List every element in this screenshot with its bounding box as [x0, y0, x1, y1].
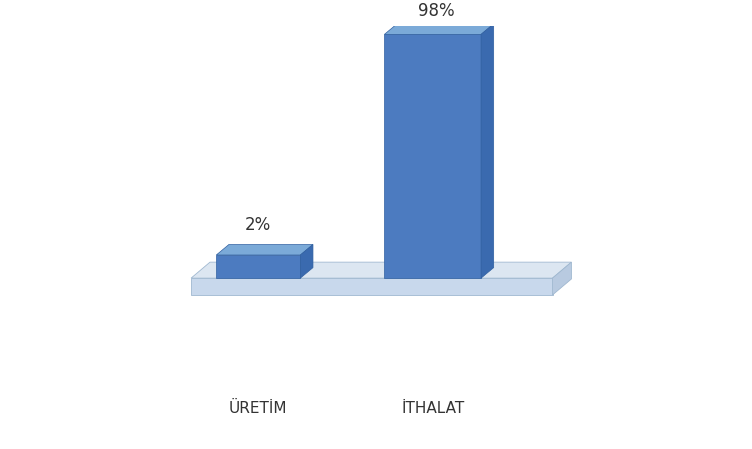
Text: 98%: 98%	[418, 2, 455, 20]
Text: İTHALAT: İTHALAT	[401, 401, 464, 416]
Polygon shape	[217, 245, 313, 255]
Text: 2%: 2%	[245, 216, 271, 234]
Polygon shape	[553, 262, 572, 295]
Polygon shape	[384, 35, 481, 278]
Polygon shape	[217, 255, 300, 278]
Polygon shape	[300, 245, 313, 278]
Polygon shape	[191, 278, 553, 295]
Polygon shape	[191, 262, 572, 278]
Text: ÜRETİM: ÜRETİM	[229, 401, 287, 416]
Polygon shape	[481, 24, 493, 278]
Polygon shape	[384, 24, 493, 35]
